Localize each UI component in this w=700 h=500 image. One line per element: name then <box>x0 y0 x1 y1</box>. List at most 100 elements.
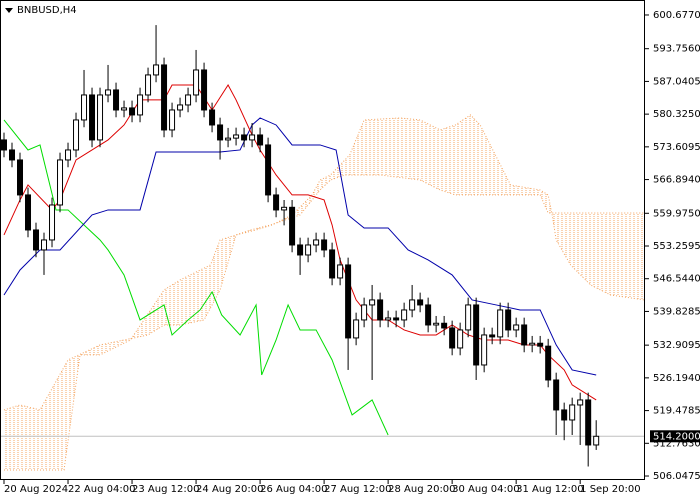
y-tick-label: 559.9750 <box>653 208 700 219</box>
candle-body <box>585 399 592 446</box>
candle-body <box>313 239 320 246</box>
candle-body <box>137 94 144 116</box>
candle-body <box>425 304 432 326</box>
y-tick-label: 519.4785 <box>653 406 700 417</box>
candle-body <box>145 74 152 96</box>
x-tick-label: 28 Aug 20:00 <box>388 484 455 495</box>
candle-body <box>57 159 64 206</box>
y-tick-label: 566.8940 <box>653 175 700 186</box>
candle-body <box>321 239 328 251</box>
candle-body <box>305 244 312 256</box>
candle-body <box>113 89 120 111</box>
candle-body <box>185 94 192 106</box>
candle-body <box>529 342 536 346</box>
candle-body <box>201 69 208 111</box>
chart-title: BNBUSD,H4 <box>17 5 77 16</box>
candle-body <box>81 94 88 121</box>
candle-body <box>49 204 56 241</box>
candle-body <box>489 334 496 338</box>
candle-body <box>65 149 72 161</box>
candle-body <box>161 64 168 131</box>
candle-body <box>17 159 24 196</box>
candle-body <box>473 304 480 366</box>
y-tick-label: 580.3250 <box>653 109 700 120</box>
candle-body <box>521 324 528 346</box>
y-tick-label: 526.1940 <box>653 373 700 384</box>
candle-body <box>441 322 448 329</box>
candle-body <box>233 134 240 139</box>
x-tick-label: 20 Aug 2024 <box>4 484 68 495</box>
cloud-span-line <box>3 114 644 411</box>
candle-body <box>257 134 264 146</box>
candle-body <box>89 94 96 141</box>
candle-body <box>249 134 256 141</box>
symbol-menu-icon[interactable] <box>5 8 13 13</box>
y-tick-label: 553.2595 <box>653 241 700 252</box>
candle-body <box>169 109 176 131</box>
candle-body <box>545 345 552 381</box>
x-tick-label: 27 Aug 12:00 <box>324 484 391 495</box>
candle-body <box>241 134 248 141</box>
candle-body <box>569 404 576 421</box>
x-tick-label: 1 Sep 20:00 <box>580 484 640 495</box>
candle-body <box>369 299 376 306</box>
candle-body <box>129 107 136 116</box>
candle-body <box>505 309 512 331</box>
candle-body <box>153 64 160 76</box>
candle-body <box>513 324 520 331</box>
candle-body <box>377 299 384 321</box>
candle-body <box>121 107 128 111</box>
candle-body <box>449 327 456 349</box>
candle-body <box>289 206 296 246</box>
y-tick-label: 600.6770 <box>653 10 700 21</box>
candle-body <box>281 206 288 211</box>
candle-body <box>9 149 16 161</box>
candle-body <box>353 319 360 339</box>
candle-body <box>337 264 344 279</box>
candle-body <box>265 144 272 196</box>
candle-body <box>209 109 216 126</box>
x-tick-label: 23 Aug 12:00 <box>132 484 199 495</box>
y-tick-label: 532.9095 <box>653 340 700 351</box>
candle-body <box>561 409 568 421</box>
candle-body <box>25 194 32 231</box>
y-tick-label: 539.8285 <box>653 306 700 317</box>
candle-body <box>433 322 440 326</box>
candle-body <box>593 435 600 446</box>
candle-body <box>345 264 352 339</box>
candle-body <box>417 299 424 306</box>
y-tick-label: 512.7630 <box>653 438 700 449</box>
x-tick-label: 24 Aug 20:00 <box>196 484 263 495</box>
last-price-tag <box>650 430 700 443</box>
candle-body <box>577 399 584 406</box>
candle-body <box>105 89 112 96</box>
candle-body <box>393 317 400 321</box>
cloud-fill <box>4 114 644 470</box>
candle-body <box>73 119 80 151</box>
candle-body <box>97 94 104 141</box>
candle-body <box>409 299 416 311</box>
candle-body <box>385 317 392 321</box>
x-tick-label: 26 Aug 04:00 <box>260 484 327 495</box>
candle-body <box>329 249 336 279</box>
candle-body <box>193 69 200 96</box>
candle-body <box>297 244 304 256</box>
candle-body <box>41 239 48 251</box>
x-tick-label: 22 Aug 04:00 <box>68 484 135 495</box>
last-price-label: 514.2000 <box>653 431 700 442</box>
candle-body <box>33 229 40 251</box>
candle-body <box>465 304 472 331</box>
candle-body <box>553 379 560 411</box>
candle-body <box>401 309 408 321</box>
y-tick-label: 506.0475 <box>653 471 700 482</box>
x-tick-label: 30 Aug 04:00 <box>452 484 519 495</box>
candle-body <box>481 334 488 366</box>
y-tick-label: 593.7560 <box>653 44 700 55</box>
candle-body <box>225 137 232 141</box>
y-tick-label: 573.6095 <box>653 142 700 153</box>
candle-body <box>457 329 464 349</box>
indicator-line <box>3 119 389 436</box>
candle-body <box>217 124 224 141</box>
candle-body <box>537 342 544 347</box>
